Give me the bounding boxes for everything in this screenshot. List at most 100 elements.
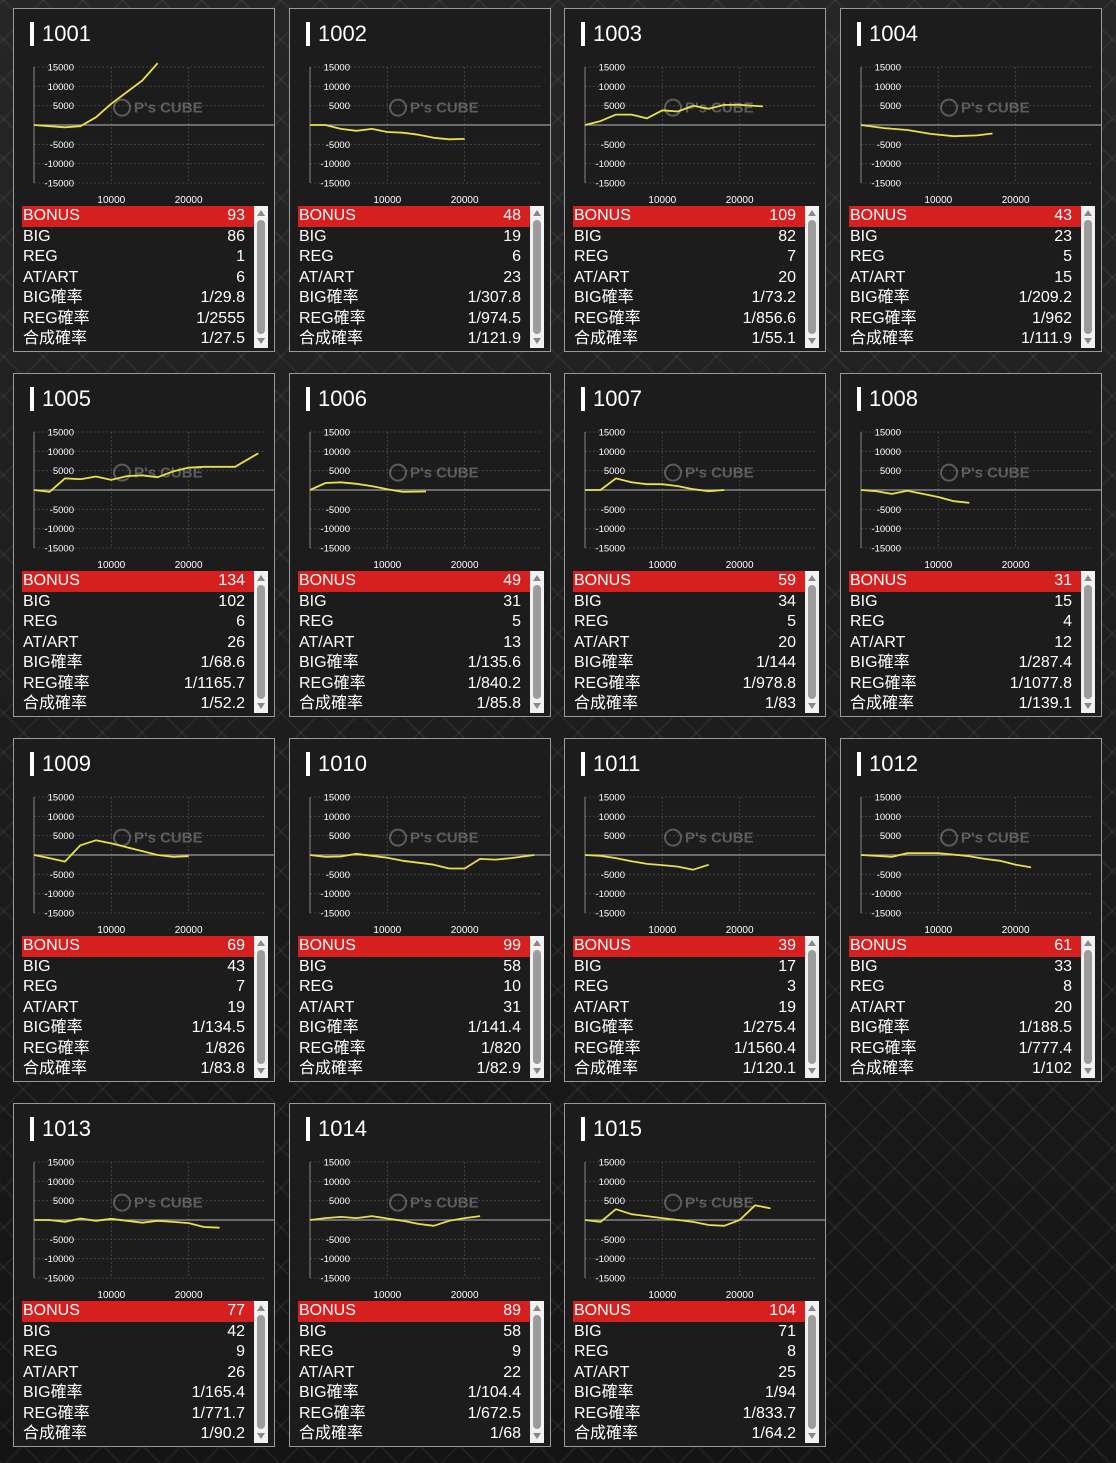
scroll-down-icon[interactable]	[808, 1433, 816, 1439]
scroll-up-icon[interactable]	[808, 940, 816, 946]
scrollbar[interactable]	[530, 936, 544, 1078]
scroll-thumb[interactable]	[257, 1315, 265, 1429]
stats-panel[interactable]: BONUS 49 BIG 31 REG 5 AT/ART 13 BIG確率 1/…	[298, 571, 544, 713]
scrollbar[interactable]	[530, 571, 544, 713]
stat-row-total-rate: 合成確率 1/64.2	[573, 1424, 819, 1445]
machine-card[interactable]: 1012 15000 10000 5000 -5000 -10000 -15000 1000…	[840, 738, 1102, 1082]
scroll-up-icon[interactable]	[533, 940, 541, 946]
scrollbar[interactable]	[254, 1301, 268, 1443]
stat-row-big: BIG 71	[573, 1322, 819, 1343]
scroll-up-icon[interactable]	[533, 210, 541, 216]
stats-panel[interactable]: BONUS 104 BIG 71 REG 8 AT/ART 25 BIG確率 1…	[573, 1301, 819, 1443]
y-tick-label: -10000	[871, 159, 901, 170]
scroll-up-icon[interactable]	[1084, 210, 1092, 216]
scrollbar[interactable]	[1081, 206, 1095, 348]
scroll-thumb[interactable]	[808, 950, 816, 1064]
scroll-up-icon[interactable]	[533, 575, 541, 581]
stats-panel[interactable]: BONUS 48 BIG 19 REG 6 AT/ART 23 BIG確率 1/…	[298, 206, 544, 348]
stats-panel[interactable]: BONUS 134 BIG 102 REG 6 AT/ART 26 BIG確率 …	[22, 571, 268, 713]
scroll-thumb[interactable]	[257, 585, 265, 699]
scrollbar[interactable]	[1081, 571, 1095, 713]
scroll-up-icon[interactable]	[1084, 940, 1092, 946]
scrollbar[interactable]	[254, 206, 268, 348]
machine-card[interactable]: 1001 15000 10000 5000 -5000 -10000 -15000 1000…	[13, 8, 275, 352]
stat-value: 89	[503, 1302, 521, 1319]
scroll-thumb[interactable]	[533, 585, 541, 699]
stats-panel[interactable]: BONUS 99 BIG 58 REG 10 AT/ART 31 BIG確率 1…	[298, 936, 544, 1078]
scroll-thumb[interactable]	[808, 1315, 816, 1429]
scroll-up-icon[interactable]	[808, 575, 816, 581]
scroll-thumb[interactable]	[533, 950, 541, 1064]
scroll-thumb[interactable]	[257, 220, 265, 334]
stats-panel[interactable]: BONUS 69 BIG 43 REG 7 AT/ART 19 BIG確率 1/…	[22, 936, 268, 1078]
machine-card[interactable]: 1004 15000 10000 5000 -5000 -10000 -15000 1000…	[840, 8, 1102, 352]
scrollbar[interactable]	[805, 571, 819, 713]
scroll-down-icon[interactable]	[808, 1068, 816, 1074]
stat-row-big-rate: BIG確率 1/73.2	[573, 288, 819, 309]
scrollbar[interactable]	[530, 206, 544, 348]
stats-panel[interactable]: BONUS 61 BIG 33 REG 8 AT/ART 20 BIG確率 1/…	[849, 936, 1095, 1078]
machine-card[interactable]: 1014 15000 10000 5000 -5000 -10000 -15000 1000…	[289, 1103, 551, 1447]
machine-card[interactable]: 1013 15000 10000 5000 -5000 -10000 -15000 1000…	[13, 1103, 275, 1447]
machine-card[interactable]: 1011 15000 10000 5000 -5000 -10000 -15000 1000…	[564, 738, 826, 1082]
scroll-down-icon[interactable]	[1084, 338, 1092, 344]
scroll-up-icon[interactable]	[257, 210, 265, 216]
scroll-up-icon[interactable]	[1084, 575, 1092, 581]
stat-label: BONUS	[574, 207, 631, 224]
machine-card[interactable]: 1015 15000 10000 5000 -5000 -10000 -15000 1000…	[564, 1103, 826, 1447]
scroll-thumb[interactable]	[533, 1315, 541, 1429]
stats-panel[interactable]: BONUS 109 BIG 82 REG 7 AT/ART 20 BIG確率 1…	[573, 206, 819, 348]
scroll-up-icon[interactable]	[808, 210, 816, 216]
scroll-thumb[interactable]	[533, 220, 541, 334]
stats-panel[interactable]: BONUS 59 BIG 34 REG 5 AT/ART 20 BIG確率 1/…	[573, 571, 819, 713]
machine-card[interactable]: 1002 15000 10000 5000 -5000 -10000 -15000 1000…	[289, 8, 551, 352]
stats-panel[interactable]: BONUS 31 BIG 15 REG 4 AT/ART 12 BIG確率 1/…	[849, 571, 1095, 713]
machine-card[interactable]: 1009 15000 10000 5000 -5000 -10000 -15000 1000…	[13, 738, 275, 1082]
scrollbar[interactable]	[530, 1301, 544, 1443]
stats-panel[interactable]: BONUS 43 BIG 23 REG 5 AT/ART 15 BIG確率 1/…	[849, 206, 1095, 348]
scroll-thumb[interactable]	[1084, 220, 1092, 334]
stats-panel[interactable]: BONUS 77 BIG 42 REG 9 AT/ART 26 BIG確率 1/…	[22, 1301, 268, 1443]
machine-card[interactable]: 1007 15000 10000 5000 -5000 -10000 -15000 1000…	[564, 373, 826, 717]
scroll-up-icon[interactable]	[257, 940, 265, 946]
machine-card[interactable]: 1006 15000 10000 5000 -5000 -10000 -15000 1000…	[289, 373, 551, 717]
scroll-down-icon[interactable]	[533, 1068, 541, 1074]
scroll-thumb[interactable]	[808, 220, 816, 334]
scroll-down-icon[interactable]	[1084, 703, 1092, 709]
scrollbar[interactable]	[254, 571, 268, 713]
scroll-down-icon[interactable]	[533, 703, 541, 709]
scroll-thumb[interactable]	[1084, 585, 1092, 699]
scroll-up-icon[interactable]	[533, 1305, 541, 1311]
stats-panel[interactable]: BONUS 93 BIG 86 REG 1 AT/ART 6 BIG確率 1/2…	[22, 206, 268, 348]
scroll-down-icon[interactable]	[1084, 1068, 1092, 1074]
scroll-thumb[interactable]	[1084, 950, 1092, 1064]
scroll-down-icon[interactable]	[257, 338, 265, 344]
y-tick-label: -10000	[871, 889, 901, 900]
scroll-down-icon[interactable]	[257, 703, 265, 709]
stats-panel[interactable]: BONUS 89 BIG 58 REG 9 AT/ART 22 BIG確率 1/…	[298, 1301, 544, 1443]
scroll-down-icon[interactable]	[533, 1433, 541, 1439]
y-tick-label: -10000	[44, 524, 74, 535]
scroll-up-icon[interactable]	[808, 1305, 816, 1311]
machine-card[interactable]: 1010 15000 10000 5000 -5000 -10000 -15000 1000…	[289, 738, 551, 1082]
scrollbar[interactable]	[805, 1301, 819, 1443]
machine-card[interactable]: 1005 15000 10000 5000 -5000 -10000 -15000 1000…	[13, 373, 275, 717]
scrollbar[interactable]	[254, 936, 268, 1078]
scroll-up-icon[interactable]	[257, 1305, 265, 1311]
scroll-thumb[interactable]	[257, 950, 265, 1064]
scroll-down-icon[interactable]	[257, 1433, 265, 1439]
scroll-down-icon[interactable]	[808, 338, 816, 344]
scrollbar[interactable]	[805, 936, 819, 1078]
stat-row-reg-rate: REG確率 1/833.7	[573, 1404, 819, 1425]
scroll-down-icon[interactable]	[808, 703, 816, 709]
scroll-down-icon[interactable]	[533, 338, 541, 344]
scroll-thumb[interactable]	[808, 585, 816, 699]
machine-card[interactable]: 1008 15000 10000 5000 -5000 -10000 -15000 1000…	[840, 373, 1102, 717]
stats-panel[interactable]: BONUS 39 BIG 17 REG 3 AT/ART 19 BIG確率 1/…	[573, 936, 819, 1078]
scroll-up-icon[interactable]	[257, 575, 265, 581]
machine-card[interactable]: 1003 15000 10000 5000 -5000 -10000 -15000 1000…	[564, 8, 826, 352]
scrollbar[interactable]	[1081, 936, 1095, 1078]
watermark-logo: P's CUBE	[389, 463, 479, 482]
scrollbar[interactable]	[805, 206, 819, 348]
scroll-down-icon[interactable]	[257, 1068, 265, 1074]
